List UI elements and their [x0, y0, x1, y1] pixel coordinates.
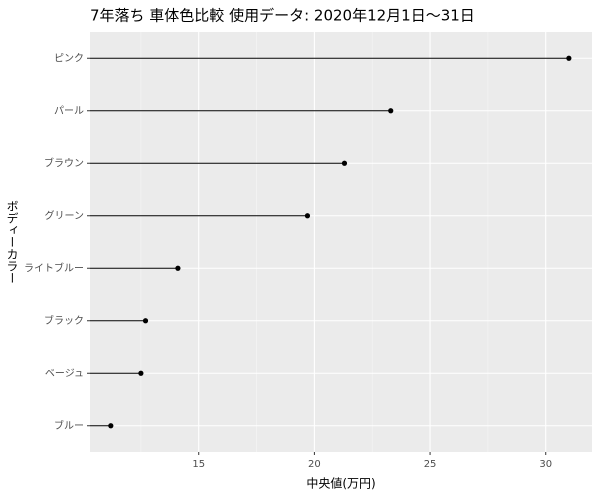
- dot: [341, 160, 348, 166]
- x-tick-label: 20: [308, 459, 321, 470]
- y-tick-label: ブルー: [54, 419, 84, 432]
- panel: [90, 32, 592, 452]
- dot: [138, 370, 144, 376]
- y-tick-label: グリーン: [45, 209, 85, 222]
- y-axis-label: ボディーカラー: [5, 200, 19, 284]
- y-tick-label: ライトブルー: [24, 261, 84, 274]
- dot: [304, 213, 311, 219]
- x-tick-label: 30: [539, 459, 552, 470]
- x-tick-label: 25: [424, 459, 437, 470]
- dot: [108, 423, 114, 429]
- dot: [388, 108, 394, 114]
- y-tick-label: パール: [54, 105, 84, 117]
- chart-title: 7年落ち 車体色比較 使用データ: 2020年12月1日～31日: [90, 7, 475, 25]
- y-tick-label: ブラック: [44, 314, 84, 327]
- y-tick-label: ピンク: [54, 52, 84, 64]
- x-axis-label: 中央値(万円): [306, 476, 375, 491]
- dot: [142, 318, 149, 324]
- dot: [566, 55, 572, 61]
- dot: [175, 265, 181, 271]
- y-tick-label: ベージュ: [45, 367, 84, 379]
- y-tick-label: ブラウン: [44, 156, 84, 169]
- x-tick-label: 15: [192, 459, 205, 470]
